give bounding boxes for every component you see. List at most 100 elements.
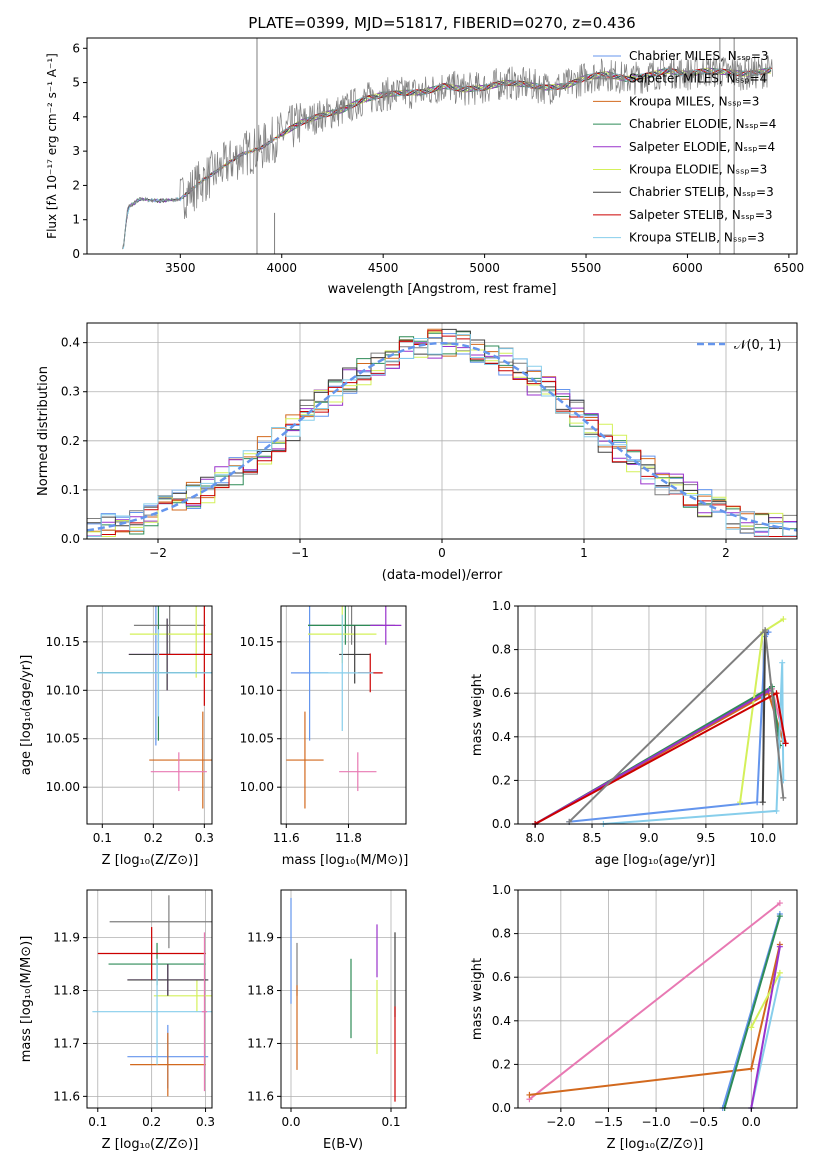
age-z-xtick-label-2: 0.3	[195, 831, 214, 845]
mass-z-xtick-label-1: 0.2	[142, 1115, 161, 1129]
mass-z-errorbar-9	[201, 932, 208, 1092]
mass-ebv-ytick-label-3: 11.9	[247, 931, 274, 945]
mass-z-errorbar-6	[127, 964, 209, 996]
spectrum-model-line-0	[180, 68, 772, 199]
age-vs-metallicity-ticks: 0.1 0.2 0.3 10.00 10.05 10.10 10.15	[46, 635, 214, 845]
age-vs-mass-frame	[280, 605, 407, 825]
spectrum-xtick-label-4: 5500	[571, 261, 602, 275]
spectrum-legend-label-8: Kroupa STELIB, Nₛₛₚ=3	[629, 231, 765, 245]
mass-vs-metallicity-plot-area	[87, 890, 212, 1108]
weight-vs-age-plot-area	[518, 605, 797, 827]
weight-age-marker-6-1	[765, 688, 772, 695]
age-vs-metallicity-frame	[86, 605, 213, 825]
spectrum-legend-label-0: Chabrier MILES, Nₛₛₚ=3	[629, 49, 769, 63]
weight-vs-metallicity-plot-area	[518, 889, 797, 1111]
mass-vs-metallicity-chart: 0.1 0.2 0.3 11.6 11.7 11.8 11.9 Z [log₁₀(Z/Z⊙)…	[19, 889, 215, 1152]
spectrum-frame	[86, 37, 798, 255]
residual-ticks: −2 −1 0 1 2 0.0 0.1 0.2 0.3 0.4	[61, 336, 730, 560]
weight-z-series-3	[723, 915, 781, 1109]
mass-z-errorbar-7	[97, 927, 206, 980]
age-mass-errorbar-4	[370, 606, 402, 645]
mass-vs-metallicity-frame	[86, 889, 213, 1109]
residual-hist-series-8	[87, 334, 797, 537]
mass-ebv-xtick-label-1: 0.1	[381, 1115, 400, 1129]
mass-z-errorbar-1	[109, 895, 212, 949]
residual-ylabel: Normed distribution	[36, 366, 51, 496]
mass-ebv-ytick-label-1: 11.7	[247, 1036, 274, 1050]
weight-age-marker-2-1	[754, 799, 761, 806]
weight-z-marker-5-0	[748, 1024, 755, 1031]
age-z-errorbar-9	[150, 752, 207, 792]
weight-z-ytick-label-2: 0.4	[492, 1014, 511, 1028]
weight-age-marker-7-0	[759, 799, 766, 806]
weight-z-series-5	[750, 972, 781, 1028]
mass-ebv-ytick-label-2: 11.8	[247, 984, 274, 998]
age-z-ytick-label-3: 10.15	[46, 635, 80, 649]
age-z-errorbar-8	[97, 629, 212, 717]
weight-vs-age-xlabel: age [log₁₀(age/yr)]	[595, 853, 716, 868]
weight-vs-age-frame	[517, 605, 798, 825]
weight-z-ytick-label-0: 0.0	[492, 1101, 511, 1115]
gaussian-legend-label: 𝒩(0, 1)	[734, 338, 781, 353]
mass-z-errorbar-8	[92, 958, 212, 1065]
age-mass-ytick-label-3: 10.15	[240, 635, 274, 649]
mass-ebv-ytick-label-0: 11.6	[247, 1089, 274, 1103]
weight-z-xtick-label-1: −1.5	[594, 1115, 623, 1129]
residual-xtick-label-4: 2	[722, 546, 730, 560]
weight-age-ytick-label-4: 0.8	[492, 643, 511, 657]
spectrum-legend-label-1: Salpeter MILES, Nₛₛₚ=4	[629, 72, 767, 86]
spectrum-xtick-label-5: 6000	[672, 261, 703, 275]
mass-z-xtick-label-2: 0.3	[196, 1115, 215, 1129]
spectrum-xtick-label-3: 5000	[469, 261, 500, 275]
weight-age-series-7	[761, 632, 767, 803]
residual-plot-area	[87, 323, 797, 540]
weight-vs-metallicity-ticks: −2.0 −1.5 −1.0 −0.5 0.0 0.0 0.2 0.4 0.6 0.8 1.0	[492, 883, 761, 1129]
spectrum-xtick-label-2: 4500	[368, 261, 399, 275]
age-z-ytick-label-1: 10.05	[46, 732, 80, 746]
residual-ytick-label-0: 0.0	[61, 532, 80, 546]
weight-age-marker-8-1	[773, 690, 780, 697]
age-mass-errorbar-2	[286, 711, 324, 809]
spectrum-legend-label-2: Kroupa MILES, Nₛₛₚ=3	[629, 94, 759, 108]
weight-age-series-2	[569, 631, 770, 823]
weight-age-xtick-label-0: 8.0	[526, 831, 545, 845]
age-mass-ytick-label-1: 10.05	[240, 732, 274, 746]
spectrum-xtick-label-6: 6500	[774, 261, 805, 275]
weight-z-ytick-label-1: 0.2	[492, 1057, 511, 1071]
spectrum-plot-area	[122, 38, 773, 254]
mass-z-errorbar-2	[130, 1032, 206, 1097]
age-z-xtick-label-1: 0.2	[144, 831, 163, 845]
age-vs-mass-chart: 11.6 11.8 10.00 10.05 10.10 10.15 mass [log₁₀…	[240, 605, 408, 868]
mass-vs-ebv-frame	[280, 889, 407, 1109]
spectrum-legend-label-5: Kroupa ELODIE, Nₛₛₚ=3	[629, 163, 767, 177]
weight-vs-age-ylabel: mass weight	[470, 674, 485, 756]
age-vs-mass-ticks: 11.6 11.8 10.00 10.05 10.10 10.15	[240, 635, 362, 845]
weight-z-marker-1-0	[526, 1091, 533, 1098]
spectrum-xlabel: wavelength [Angstrom, rest frame]	[328, 282, 557, 297]
weight-age-series-4	[603, 662, 785, 825]
age-mass-errorbar-9	[339, 752, 377, 792]
spectrum-lines	[122, 38, 773, 254]
weight-z-marker-3-1	[776, 913, 783, 920]
residual-ytick-label-4: 0.4	[61, 336, 80, 350]
mass-vs-ebv-chart: 0.0 0.1 11.6 11.7 11.8 11.9 E(B-V)	[247, 889, 407, 1152]
spectrum-legend-label-6: Chabrier STELIB, Nₛₛₚ=3	[629, 185, 774, 199]
spectrum-xtick-label-0: 3500	[165, 261, 196, 275]
residual-xtick-label-2: 0	[438, 546, 446, 560]
mass-z-ytick-label-0: 11.6	[53, 1089, 80, 1103]
weight-age-xtick-label-4: 10.0	[749, 831, 776, 845]
weight-vs-metallicity-chart: −2.0 −1.5 −1.0 −0.5 0.0 0.0 0.2 0.4 0.6 0.8 1.0 Z …	[470, 883, 798, 1152]
weight-age-marker-9-2	[780, 794, 787, 801]
age-vs-mass-plot-area	[281, 606, 406, 824]
residual-steps	[87, 328, 797, 537]
mass-z-xtick-label-0: 0.1	[88, 1115, 107, 1129]
residual-legend: 𝒩(0, 1)	[697, 338, 781, 353]
spectrum-ticks: 3500 4000 4500 5000 5500 6000 6500 0 1 2 3 4 5 6	[72, 41, 804, 275]
age-vs-metallicity-chart: 0.1 0.2 0.3 10.00 10.05 10.10 10.15 Z [log₁₀(Z…	[19, 605, 214, 868]
spectrum-ytick-label-3: 3	[72, 144, 80, 158]
weight-age-marker-8-2	[782, 740, 789, 747]
mass-z-ytick-label-2: 11.8	[53, 984, 80, 998]
figure-title: PLATE=0399, MJD=51817, FIBERID=0270, z=0…	[248, 14, 635, 32]
weight-age-marker-9-1	[762, 626, 769, 633]
